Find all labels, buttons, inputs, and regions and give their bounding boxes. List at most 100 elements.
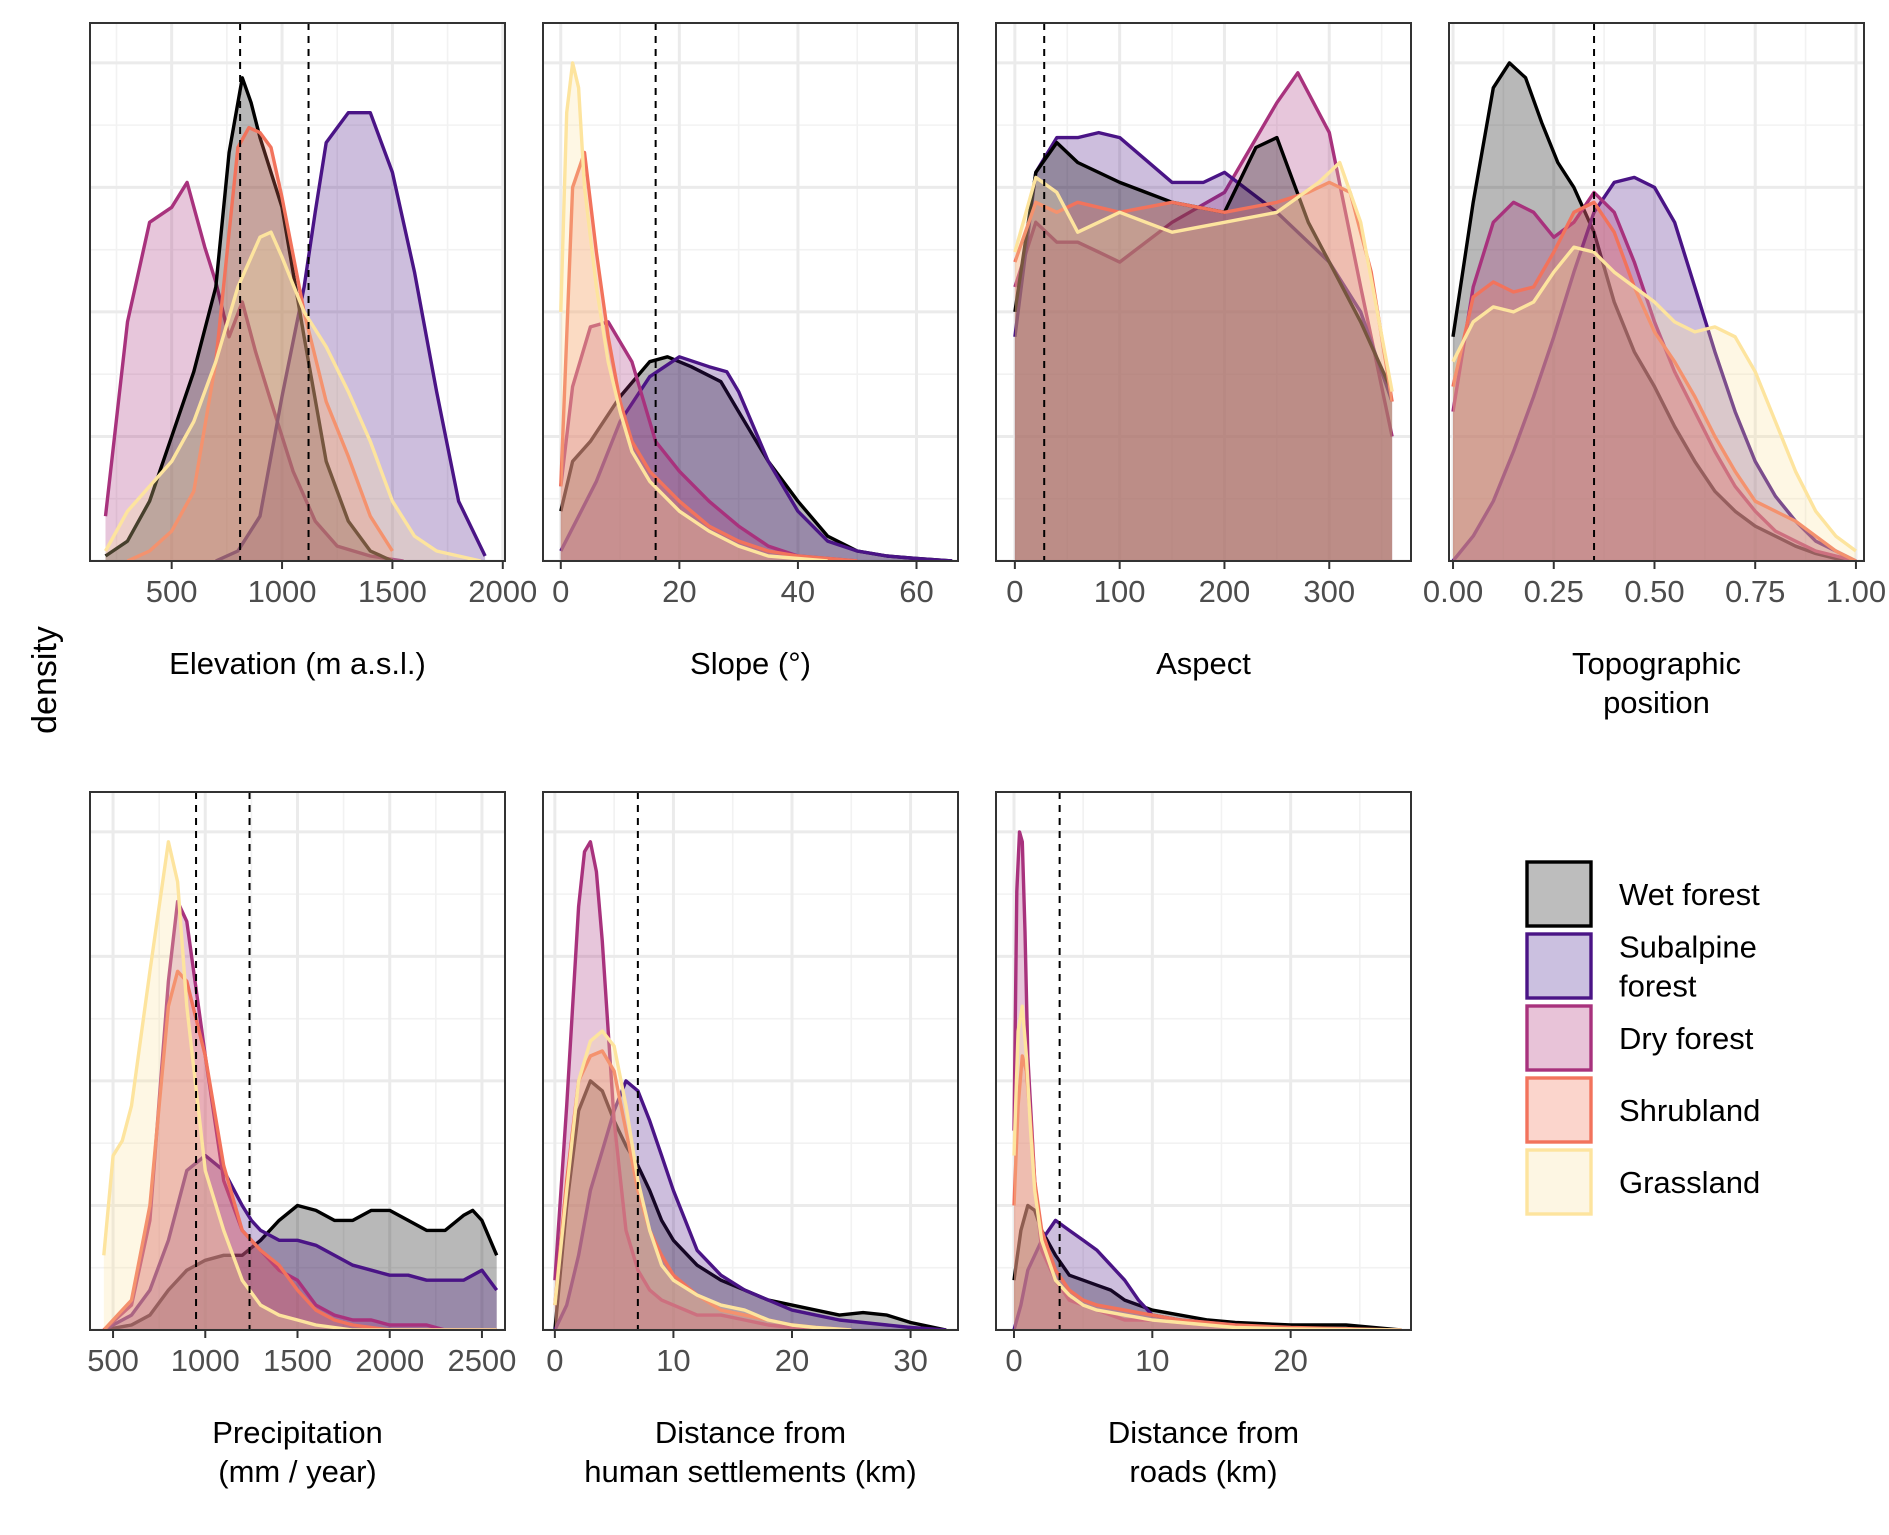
density-area-subalpine-forest (1014, 1220, 1402, 1330)
density-areas (1451, 61, 1857, 561)
panel-6: 0 10 20 30 Distance from human settlements (k… (542, 791, 959, 1489)
x-tick-label: 1500 (263, 1343, 332, 1378)
x-tick-label: 300 (1303, 574, 1355, 609)
x-axis-title: Distance from (655, 1415, 846, 1450)
panel-5: 500 1000 1500 2000 2500 Precipitation (mm / ye… (87, 791, 516, 1489)
x-tick-label: 2000 (355, 1343, 424, 1378)
density-line-grassland (104, 230, 482, 561)
x-tick-label: 0 (546, 1343, 563, 1378)
x-tick-label: 2500 (447, 1343, 516, 1378)
x-tick-label: 20 (775, 1343, 809, 1378)
density-areas (553, 840, 947, 1330)
density-area-subalpine-forest (554, 1080, 947, 1330)
density-line-grassland (102, 840, 497, 1330)
density-area-dry-forest (1014, 831, 1402, 1330)
density-area-shrubland (554, 1051, 852, 1330)
density-area-dry-forest (560, 321, 858, 561)
density-area-grassland (1014, 1006, 1402, 1330)
x-axis-title: position (1603, 685, 1710, 720)
x-tick-label: 0.75 (1725, 574, 1785, 609)
x-tick-label: 0.50 (1624, 574, 1684, 609)
legend: Wet forest Subalpine forest Dry forest Shrub… (1525, 860, 1760, 1216)
density-line-dry-forest (1451, 190, 1857, 561)
density-area-wet-forest (554, 1080, 947, 1330)
density-area-subalpine-forest (1453, 177, 1856, 561)
density-area-subalpine-forest (1014, 132, 1393, 561)
density-area-grassland (554, 1031, 852, 1330)
density-line-shrubland (102, 969, 497, 1330)
legend-key (1525, 1148, 1593, 1216)
legend-label: Wet forest (1619, 877, 1760, 912)
x-tick-label: 0.00 (1423, 574, 1483, 609)
legend-label: Grassland (1619, 1165, 1760, 1200)
density-area-grassland (1453, 247, 1856, 561)
density-area-shrubland (127, 127, 393, 561)
legend-label: Shrubland (1619, 1093, 1760, 1128)
x-tick-label: 20 (662, 574, 696, 609)
legend-item-grassland: Grassland (1525, 1148, 1760, 1216)
density-area-grassland (103, 841, 497, 1330)
gridlines (90, 23, 505, 561)
density-areas (102, 840, 499, 1330)
density-line-subalpine-forest (553, 1079, 947, 1330)
panel-1: 500 1000 1500 2000 Elevation (m a.s.l.) (89, 22, 537, 681)
density-line-grassland (553, 1029, 852, 1330)
x-tick-label: 60 (899, 574, 933, 609)
legend-label: Subalpine (1619, 930, 1757, 965)
x-axis-title: Topographic (1572, 646, 1741, 681)
density-line-shrubland (126, 125, 394, 561)
x-axis-title: Elevation (m a.s.l.) (169, 646, 426, 681)
density-line-shrubland (1451, 200, 1857, 561)
panel-border (89, 22, 506, 562)
panel-2: 0 20 40 60 Slope (°) (542, 22, 959, 681)
legend-item-shrubland: Shrubland (1525, 1076, 1760, 1144)
density-area-wet-forest (560, 356, 953, 561)
density-area-shrubland (1014, 182, 1393, 561)
density-area-dry-forest (1453, 192, 1856, 561)
legend-item-dry-forest: Dry forest (1525, 1004, 1754, 1072)
density-areas (103, 76, 487, 561)
density-area-grassland (1014, 162, 1393, 561)
density-areas (559, 61, 953, 561)
density-line-grassland (559, 61, 828, 561)
density-areas (1013, 71, 1394, 561)
panel-4: 0.00 0.25 0.50 0.75 1.00 Topographic position (1423, 22, 1886, 720)
density-area-dry-forest (105, 182, 404, 561)
gridlines (996, 23, 1411, 561)
x-tick-label: 500 (87, 1343, 139, 1378)
gridlines (1449, 23, 1864, 561)
x-tick-label: 1.00 (1826, 574, 1886, 609)
density-line-wet-forest (103, 1203, 499, 1330)
legend-item-subalpine-forest: Subalpine forest (1525, 930, 1757, 1004)
density-line-dry-forest (102, 899, 497, 1330)
x-tick-label: 20 (1273, 1343, 1307, 1378)
density-line-wet-forest (104, 76, 394, 561)
x-tick-label: 40 (781, 574, 815, 609)
density-area-wet-forest (103, 1205, 497, 1330)
gridlines (996, 792, 1411, 1330)
x-tick-label: 1000 (248, 574, 317, 609)
x-axis-title: Slope (°) (690, 646, 811, 681)
x-tick-label: 10 (1135, 1343, 1169, 1378)
x-tick-label: 0 (552, 574, 569, 609)
density-area-subalpine-forest (215, 112, 486, 561)
panel-border (542, 791, 959, 1331)
density-area-wet-forest (1453, 62, 1856, 561)
density-area-wet-forest (105, 77, 393, 561)
gridlines (90, 792, 505, 1330)
x-tick-label: 1500 (358, 574, 427, 609)
density-area-grassland (105, 232, 481, 561)
x-tick-label: 10 (656, 1343, 690, 1378)
density-area-wet-forest (1014, 1205, 1402, 1330)
density-line-subalpine-forest (559, 355, 953, 561)
panel-7: 0 10 20 Distance from roads (km) (995, 791, 1412, 1489)
x-tick-label: 200 (1199, 574, 1251, 609)
panel-border (542, 22, 959, 562)
density-line-wet-forest (553, 1079, 947, 1330)
x-tick-label: 1000 (171, 1343, 240, 1378)
density-area-dry-forest (554, 841, 852, 1330)
legend-key (1525, 860, 1593, 928)
density-area-grassland (560, 62, 828, 561)
